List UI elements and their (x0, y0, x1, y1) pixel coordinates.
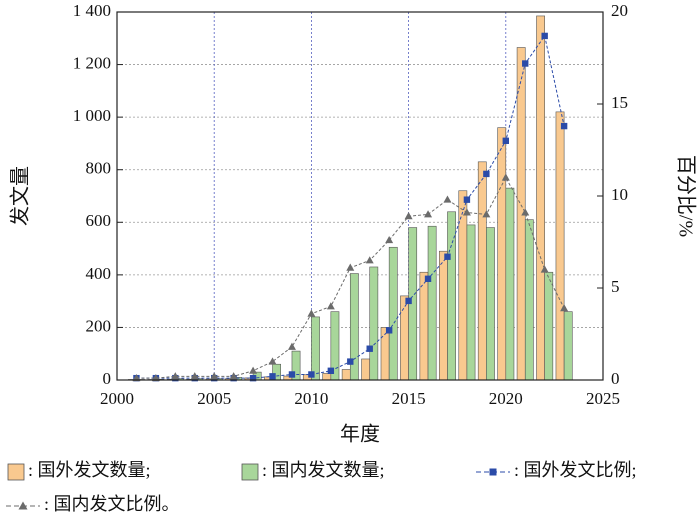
marker (151, 373, 160, 382)
marker (385, 327, 393, 334)
legend-swatch (7, 463, 25, 481)
bar (544, 271, 554, 381)
marker (404, 212, 413, 220)
legend-label: : 国外发文比例; (514, 460, 637, 480)
marker (560, 304, 569, 312)
marker (287, 342, 296, 350)
bar (322, 373, 332, 381)
bar (380, 327, 390, 381)
bar (419, 271, 429, 381)
bar (505, 187, 515, 381)
marker (132, 373, 141, 382)
y2-tick-label: 0 (611, 369, 620, 388)
marker (541, 32, 548, 40)
y2-tick-label: 20 (611, 1, 628, 20)
marker (560, 122, 568, 130)
marker (190, 372, 199, 380)
bar (311, 316, 320, 381)
y-tick-label: 1 200 (73, 53, 111, 72)
y-tick-label: 1 000 (73, 106, 111, 125)
marker (540, 265, 549, 273)
marker (501, 173, 510, 181)
x-tick-label: 2025 (586, 389, 620, 408)
bar (563, 311, 573, 381)
marker (444, 253, 451, 260)
legend-marker (489, 468, 497, 476)
marker (502, 137, 509, 144)
marker (522, 60, 529, 67)
legend-swatch (241, 463, 259, 481)
marker (483, 170, 490, 178)
x-tick-label: 2010 (294, 389, 328, 408)
y-tick-label: 0 (103, 369, 112, 388)
marker (229, 372, 238, 380)
y-tick-label: 600 (86, 211, 112, 230)
marker (366, 345, 373, 352)
marker (365, 256, 374, 264)
marker (463, 196, 471, 203)
marker (482, 210, 491, 218)
plot-frame (116, 11, 604, 381)
y-axis-label: 发文量 (9, 166, 32, 226)
y2-tick-label: 5 (611, 277, 620, 296)
y2-tick-label: 10 (611, 185, 628, 204)
bar (536, 15, 545, 381)
marker (346, 263, 355, 271)
marker (326, 302, 335, 310)
bar (341, 369, 351, 381)
marker (462, 208, 471, 216)
bar (497, 127, 507, 381)
marker (269, 373, 276, 380)
bar (427, 225, 437, 381)
x-tick-label: 2005 (197, 389, 231, 408)
marker (288, 371, 296, 378)
x-tick-label: 2015 (392, 389, 426, 408)
marker (308, 371, 315, 378)
marker (327, 367, 335, 374)
bar (439, 250, 448, 381)
x-tick-label: 2020 (489, 389, 523, 408)
bar (361, 358, 371, 381)
x-axis-label: 年度 (340, 423, 380, 446)
x-tick-label: 2000 (100, 389, 134, 408)
y2-tick-label: 15 (611, 93, 628, 112)
bar (400, 295, 409, 381)
bar (524, 219, 534, 381)
marker (268, 357, 277, 365)
y-tick-label: 200 (86, 316, 112, 335)
legend-label: : 国内发文数量; (262, 460, 385, 480)
bar (369, 266, 379, 381)
bar (466, 224, 476, 381)
marker (171, 372, 180, 380)
marker (424, 210, 433, 218)
bar (388, 246, 398, 381)
bar (555, 111, 565, 381)
marker (249, 366, 258, 374)
bar (486, 227, 495, 381)
y-tick-label: 1 400 (73, 1, 111, 20)
marker (521, 208, 530, 216)
y2-axis-label: 百分比/% (674, 155, 697, 237)
marker (385, 235, 394, 244)
y-tick-label: 400 (86, 264, 112, 283)
marker (210, 372, 219, 380)
marker (249, 374, 257, 382)
legend-label: : 国外发文数量; (28, 460, 151, 480)
y-tick-label: 800 (86, 159, 112, 178)
marker (443, 195, 452, 203)
marker (307, 309, 316, 317)
marker (405, 297, 412, 305)
legend-marker (18, 501, 28, 510)
legend-label: : 国内发文比例。 (44, 494, 180, 514)
marker (347, 358, 354, 365)
bar (477, 161, 487, 381)
marker (424, 275, 432, 282)
